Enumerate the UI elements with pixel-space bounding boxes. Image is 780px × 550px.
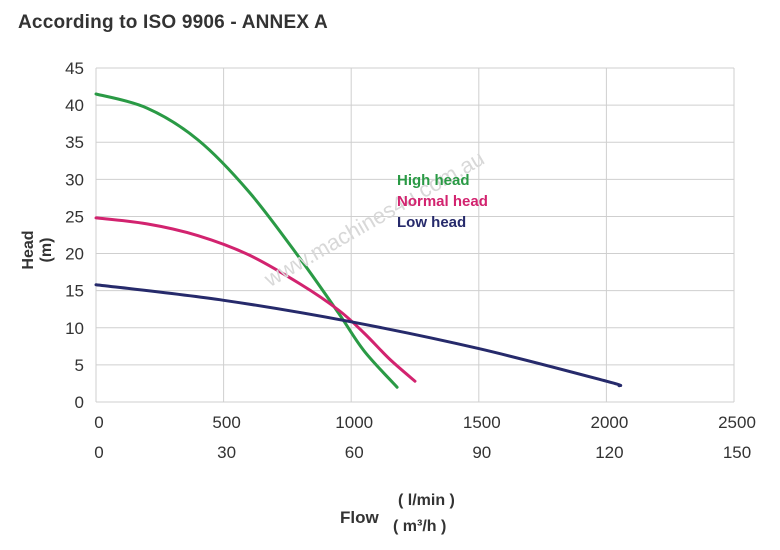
x-tick-label-m3h: 120 [595, 443, 623, 462]
x-tick-label-m3h: 0 [94, 443, 103, 462]
x-tick-label-m3h: 60 [345, 443, 364, 462]
x-unit-m3h: ( m³/h ) [393, 518, 447, 535]
x-tick-label-lmin: 2000 [590, 413, 628, 432]
x-tick-labels-m3h: 0 30 60 90 120 150 [94, 443, 751, 462]
x-tick-label-lmin: 1000 [335, 413, 373, 432]
x-unit-lmin: ( l/min ) [398, 492, 455, 509]
x-tick-labels-lmin: 0 500 1000 1500 2000 2500 [94, 413, 756, 432]
legend-normal-head: Normal head [397, 193, 488, 210]
y-tick-label: 35 [65, 133, 84, 152]
x-tick-label-lmin: 1500 [463, 413, 501, 432]
y-tick-label: 45 [65, 59, 84, 78]
performance-curves [94, 92, 623, 389]
grid-lines [95, 67, 735, 403]
x-tick-label-lmin: 2500 [718, 413, 756, 432]
x-tick-label-lmin: 0 [94, 413, 103, 432]
y-tick-label: 15 [65, 282, 84, 301]
low-head-curve [94, 283, 623, 388]
y-tick-label: 0 [75, 393, 84, 412]
x-tick-label-m3h: 30 [217, 443, 236, 462]
normal-head-curve [94, 216, 417, 383]
y-tick-label: 40 [65, 96, 84, 115]
y-tick-labels: 0 5 10 15 20 25 30 35 40 45 [65, 59, 84, 412]
legend-low-head: Low head [397, 214, 467, 231]
chart-title: According to ISO 9906 - ANNEX A [18, 12, 328, 33]
high-head-curve [94, 92, 399, 389]
x-tick-label-m3h: 90 [472, 443, 491, 462]
y-tick-label: 20 [65, 245, 84, 264]
x-tick-label-lmin: 500 [212, 413, 240, 432]
y-tick-label: 25 [65, 207, 84, 226]
y-tick-label: 5 [75, 356, 84, 375]
y-axis-label: Head (m) [20, 230, 55, 270]
y-tick-label: 30 [65, 170, 84, 189]
x-axis-label: Flow [340, 508, 379, 527]
x-tick-label-m3h: 150 [723, 443, 751, 462]
legend-high-head: High head [397, 172, 470, 189]
y-tick-label: 10 [65, 319, 84, 338]
legend: High head Normal head Low head [397, 170, 488, 233]
